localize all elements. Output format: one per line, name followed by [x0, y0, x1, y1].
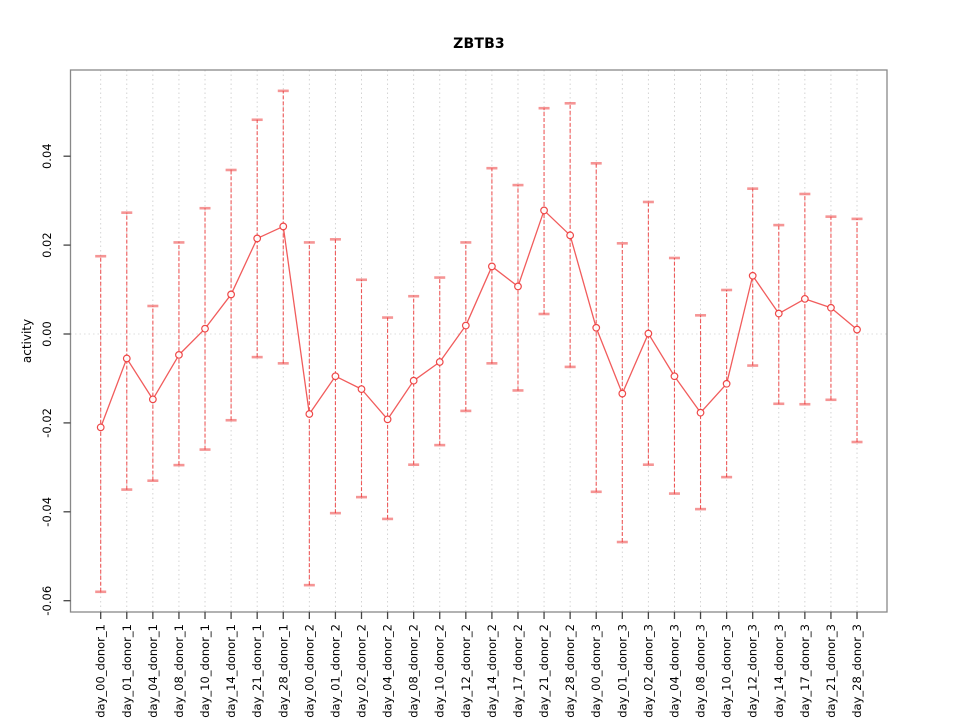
x-category-label: day_10_donor_1: [198, 624, 212, 718]
data-point: [722, 379, 731, 388]
x-category-label: day_08_donor_3: [694, 624, 708, 718]
x-category-label: day_00_donor_1: [94, 624, 108, 718]
y-axis-title: activity: [20, 318, 34, 364]
y-tick-label: 0.04: [40, 143, 54, 169]
data-point: [644, 329, 653, 338]
data-point: [540, 206, 548, 215]
data-point: [175, 350, 183, 359]
x-category-label: day_21_donor_3: [824, 624, 838, 718]
x-category-label: day_00_donor_2: [302, 624, 316, 718]
series-line: [100, 209, 858, 428]
x-category-label: day_04_donor_2: [381, 624, 395, 718]
x-category-label: day_14_donor_2: [485, 624, 499, 718]
x-category-label: day_10_donor_3: [720, 624, 734, 718]
x-category-label: day_12_donor_3: [746, 624, 760, 718]
data-point: [122, 354, 131, 363]
x-category-label: day_28_donor_3: [850, 624, 864, 718]
data-point: [435, 358, 444, 366]
data-point: [96, 423, 105, 432]
data-point: [696, 408, 705, 417]
data-point: [409, 376, 418, 385]
x-category-label: day_17_donor_2: [511, 624, 525, 718]
x-category-label: day_14_donor_3: [772, 624, 786, 718]
x-category-label: day_21_donor_1: [250, 624, 264, 718]
plot-border: [69, 69, 888, 613]
x-category-label: day_02_donor_2: [355, 624, 369, 718]
x-category-label: day_01_donor_1: [120, 624, 134, 718]
data-point: [279, 222, 288, 231]
x-category-label: day_08_donor_2: [407, 624, 421, 718]
y-tick-label: -0.02: [40, 408, 54, 438]
data-point: [592, 323, 601, 332]
y-tick-label: 0.02: [40, 232, 54, 258]
chart-title: ZBTB3: [453, 36, 505, 52]
data-point: [827, 303, 835, 312]
x-category-label: day_00_donor_3: [589, 624, 603, 718]
x-category-label: day_10_donor_2: [433, 624, 447, 718]
data-point: [305, 410, 314, 418]
x-category-label: day_14_donor_1: [224, 624, 238, 718]
x-category-label: day_21_donor_2: [537, 624, 551, 718]
data-point: [774, 309, 783, 318]
x-category-label: day_12_donor_2: [459, 624, 473, 718]
data-point: [331, 372, 340, 381]
data-point: [748, 271, 757, 280]
data-point: [383, 415, 392, 424]
x-category-label: day_17_donor_3: [798, 624, 812, 718]
data-point: [357, 385, 366, 394]
data-point: [201, 324, 209, 333]
y-tick-label: -0.06: [40, 586, 54, 616]
y-tick-label: 0.00: [40, 321, 54, 347]
x-category-label: day_08_donor_1: [172, 624, 186, 718]
x-category-label: day_01_donor_3: [615, 624, 629, 718]
data-point: [461, 321, 470, 330]
x-category-label: day_04_donor_1: [146, 624, 160, 718]
x-category-label: day_01_donor_2: [328, 624, 342, 718]
data-point: [148, 395, 157, 404]
data-point: [514, 282, 522, 291]
x-category-label: day_02_donor_3: [641, 624, 655, 718]
x-category-label: day_04_donor_3: [667, 624, 681, 718]
data-point: [227, 290, 236, 299]
data-point: [670, 372, 679, 381]
data-point: [618, 389, 627, 398]
x-category-label: day_28_donor_1: [276, 624, 290, 718]
data-point: [853, 325, 861, 334]
data-point: [488, 262, 496, 271]
data-point: [800, 294, 809, 303]
y-tick-label: -0.04: [40, 497, 54, 527]
x-category-label: day_28_donor_2: [563, 624, 577, 718]
data-point: [566, 231, 575, 240]
data-point: [253, 234, 262, 243]
